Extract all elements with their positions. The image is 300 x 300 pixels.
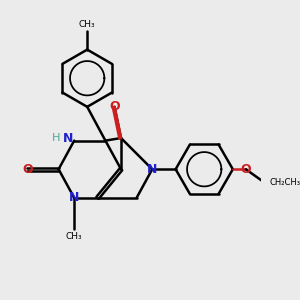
Text: CH₃: CH₃ [66,232,82,241]
Text: O: O [22,163,33,176]
Text: N: N [69,191,80,204]
Text: CH₃: CH₃ [79,20,95,29]
Text: CH₂CH₃: CH₂CH₃ [269,178,300,187]
Text: H: H [52,133,60,143]
Text: O: O [109,100,120,113]
Text: N: N [62,131,73,145]
Text: N: N [147,163,158,176]
Text: O: O [241,163,251,176]
